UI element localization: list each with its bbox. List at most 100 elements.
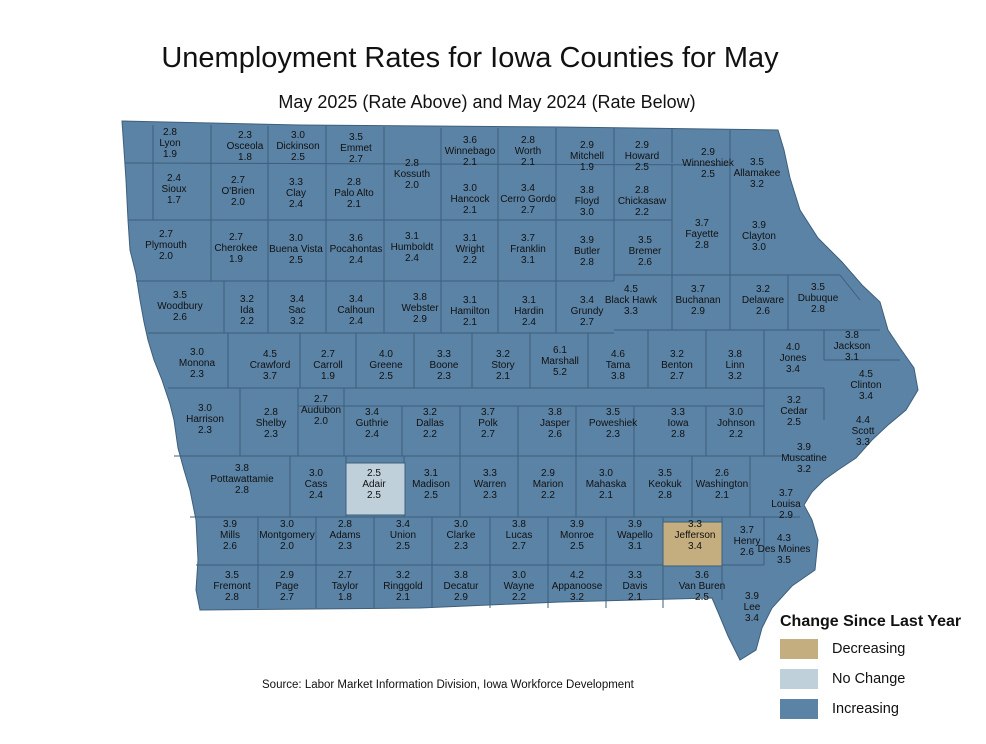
- county-hardin-label: 3.1 Hardin 2.4: [514, 295, 543, 328]
- rate-2024: 2.5: [291, 152, 305, 163]
- county-chickasaw-label: 2.8 Chickasaw 2.2: [618, 185, 667, 218]
- rate-2024: 2.1: [463, 317, 477, 328]
- rate-2025: 3.8: [512, 519, 526, 530]
- rate-2025: 4.2: [570, 570, 584, 581]
- county-name: Cerro Gordo: [500, 194, 556, 205]
- rate-2024: 3.7: [263, 371, 277, 382]
- rate-2024: 2.2: [729, 429, 743, 440]
- county-floyd-label: 3.8 Floyd 3.0: [575, 185, 599, 218]
- county-benton-label: 3.2 Benton 2.7: [661, 349, 693, 382]
- rate-2024: 3.0: [752, 242, 766, 253]
- county-pottawattamie-label: 3.8 Pottawattamie 2.8: [210, 463, 274, 496]
- county-boone-label: 3.3 Boone 2.3: [430, 349, 459, 382]
- county-dallas-label: 3.2 Dallas 2.2: [416, 407, 444, 440]
- county-name: Bremer: [629, 246, 662, 257]
- legend-item-increasing: Increasing: [780, 698, 986, 720]
- rate-2025: 3.5: [638, 235, 652, 246]
- county-name: Worth: [515, 146, 542, 157]
- rate-2025: 3.9: [752, 220, 766, 231]
- rate-2025: 3.2: [496, 349, 510, 360]
- rate-2025: 3.1: [522, 295, 536, 306]
- rate-2024: 2.5: [424, 490, 438, 501]
- county-keokuk-label: 3.5 Keokuk 2.8: [648, 468, 682, 501]
- rate-2024: 2.3: [264, 429, 278, 440]
- rate-2025: 3.9: [570, 519, 584, 530]
- rate-2024: 2.2: [635, 207, 649, 218]
- rate-2024: 2.3: [338, 541, 352, 552]
- rate-2024: 3.3: [624, 306, 638, 317]
- county-ida-label: 3.2 Ida 2.2: [240, 294, 254, 327]
- county-name: Ida: [240, 305, 254, 316]
- rate-2024: 2.4: [289, 199, 303, 210]
- rate-2025: 4.5: [624, 284, 638, 295]
- rate-2024: 3.1: [628, 541, 642, 552]
- rate-2025: 3.6: [695, 570, 709, 581]
- rate-2025: 3.8: [845, 330, 859, 341]
- rate-2024: 3.2: [290, 316, 304, 327]
- rate-2025: 3.2: [756, 284, 770, 295]
- rate-2025: 2.8: [347, 177, 361, 188]
- county-name: Delaware: [742, 295, 785, 306]
- rate-2025: 3.1: [424, 468, 438, 479]
- rate-2024: 2.0: [231, 197, 245, 208]
- county-boundary-line: [839, 274, 861, 301]
- rate-2024: 2.3: [454, 541, 468, 552]
- county-name: Fayette: [685, 229, 719, 240]
- rate-2025: 3.7: [481, 407, 495, 418]
- county-shelby-label: 2.8 Shelby 2.3: [256, 407, 287, 440]
- county-warren-label: 3.3 Warren 2.3: [474, 468, 506, 501]
- county-jones-label: 4.0 Jones 3.4: [780, 342, 807, 375]
- rate-2024: 2.4: [349, 316, 363, 327]
- legend-label-increasing: Increasing: [832, 701, 899, 717]
- rate-2024: 2.7: [280, 592, 294, 603]
- rate-2025: 3.5: [606, 407, 620, 418]
- rate-2025: 4.5: [263, 349, 277, 360]
- county-lucas-label: 3.8 Lucas 2.7: [506, 519, 533, 552]
- rate-2025: 4.0: [786, 342, 800, 353]
- county-bremer-label: 3.5 Bremer 2.6: [629, 235, 662, 268]
- rate-2024: 2.0: [159, 251, 173, 262]
- rate-2024: 2.8: [225, 592, 239, 603]
- rate-2024: 3.5: [777, 555, 791, 566]
- rate-2025: 3.2: [670, 349, 684, 360]
- county-davis-label: 3.3 Davis 2.1: [622, 570, 647, 603]
- rate-2025: 3.2: [396, 570, 410, 581]
- rate-2025: 2.8: [635, 185, 649, 196]
- county-decatur-label: 3.8 Decatur 2.9: [443, 570, 479, 603]
- rate-2024: 2.5: [635, 162, 649, 173]
- county-lyon-label: 2.8 Lyon 1.9: [159, 127, 180, 160]
- rate-2025: 2.5: [367, 468, 381, 479]
- rate-2024: 2.8: [580, 257, 594, 268]
- rate-2025: 2.9: [541, 468, 555, 479]
- county-wayne-label: 3.0 Wayne 2.2: [504, 570, 535, 603]
- rate-2025: 3.5: [811, 282, 825, 293]
- rate-2025: 3.0: [454, 519, 468, 530]
- source-note: Source: Labor Market Information Divisio…: [262, 679, 634, 691]
- county-crawford-label: 4.5 Crawford 3.7: [250, 349, 291, 382]
- rate-2024: 2.2: [463, 255, 477, 266]
- county-page-label: 2.9 Page 2.7: [275, 570, 299, 603]
- rate-2024: 2.4: [405, 253, 419, 264]
- county-name: O'Brien: [221, 186, 254, 197]
- rate-2024: 2.1: [496, 371, 510, 382]
- county-appanoose-label: 4.2 Appanoose 3.2: [552, 570, 603, 603]
- rate-2024: 2.6: [548, 429, 562, 440]
- rate-2025: 3.9: [745, 591, 759, 602]
- rate-2025: 3.7: [740, 525, 754, 536]
- rate-2024: 3.4: [859, 391, 873, 402]
- rate-2024: 2.1: [463, 157, 477, 168]
- county-name: Dickinson: [276, 141, 319, 152]
- rate-2025: 2.9: [580, 140, 594, 151]
- county-name: Floyd: [575, 196, 599, 207]
- rate-2024: 2.4: [365, 429, 379, 440]
- rate-2025: 3.3: [688, 519, 702, 530]
- county-sioux-label: 2.4 Sioux 1.7: [161, 173, 186, 206]
- county-labels: 2.8 Lyon 1.92.3 Osceola 1.83.0 Dickinson 2.53.…: [145, 127, 881, 624]
- rate-2025: 3.7: [695, 218, 709, 229]
- county-ringgold-label: 3.2 Ringgold 2.1: [383, 570, 422, 603]
- rate-2024: 2.3: [198, 425, 212, 436]
- rate-2025: 3.3: [483, 468, 497, 479]
- county-name: Lucas: [506, 530, 533, 541]
- county-name: Wapello: [617, 530, 653, 541]
